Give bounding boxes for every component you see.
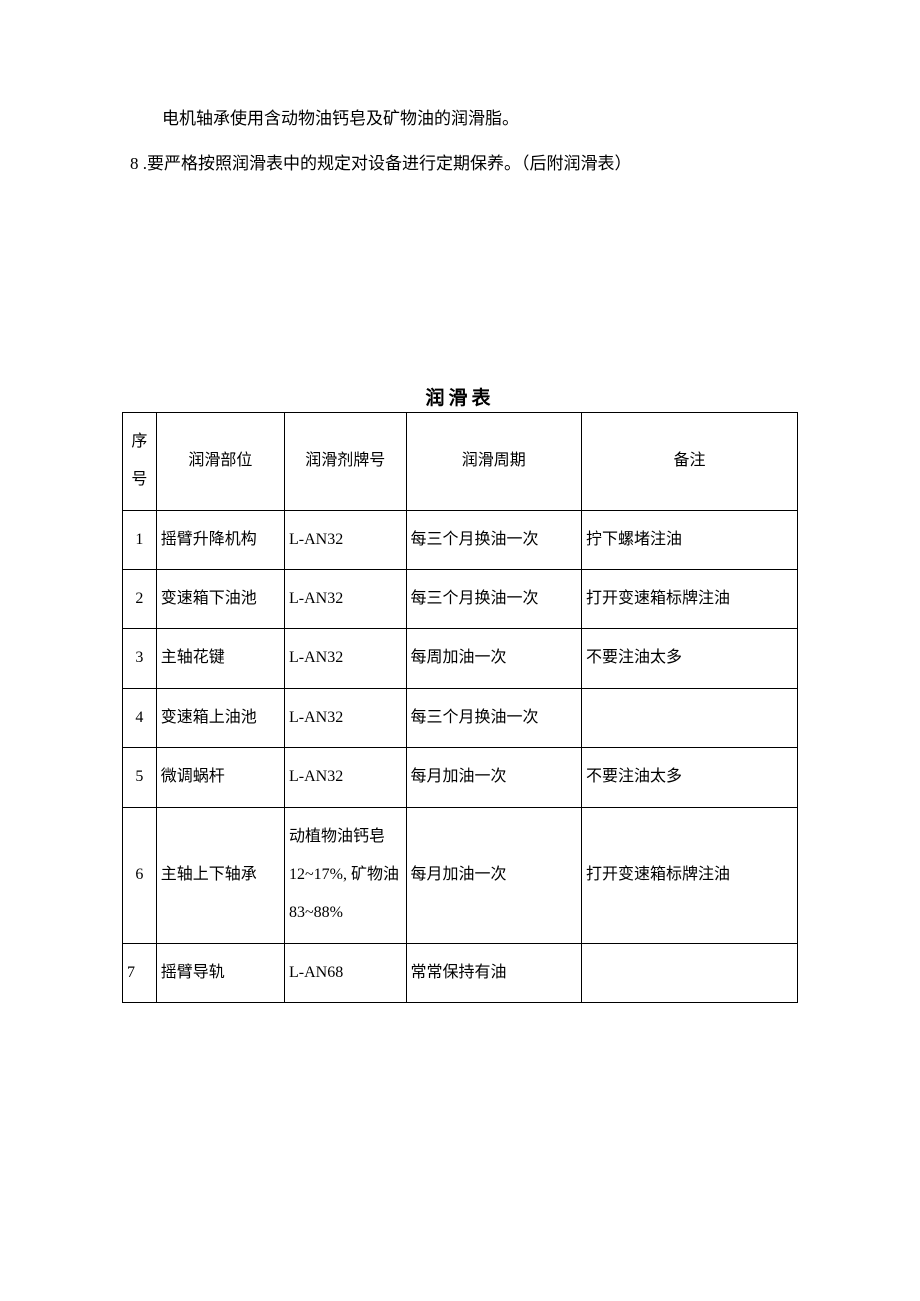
cell-part: 变速箱上油池	[156, 688, 284, 747]
cell-part: 摇臂升降机构	[156, 510, 284, 569]
table-row: 5 微调蜗杆 L-AN32 每月加油一次 不要注油太多	[123, 748, 798, 807]
cell-brand: L-AN32	[285, 569, 407, 628]
cell-seq: 7	[123, 943, 157, 1002]
cell-seq: 1	[123, 510, 157, 569]
cell-remark: 打开变速箱标牌注油	[582, 569, 798, 628]
item-number: 8	[130, 154, 139, 173]
table-title: 润滑表	[122, 383, 798, 410]
cell-part: 变速箱下油池	[156, 569, 284, 628]
cell-part: 主轴上下轴承	[156, 807, 284, 943]
cell-seq: 5	[123, 748, 157, 807]
header-remark: 备注	[582, 412, 798, 510]
cell-part: 微调蜗杆	[156, 748, 284, 807]
cell-period: 每月加油一次	[406, 807, 582, 943]
cell-remark	[582, 688, 798, 747]
paragraph-motor-bearing: 电机轴承使用含动物油钙皂及矿物油的润滑脂。	[122, 100, 798, 137]
item-text: .要严格按照润滑表中的规定对设备进行定期保养。（后附润滑表）	[139, 154, 632, 173]
lubrication-table: 序号 润滑部位 润滑剂牌号 润滑周期 备注 1 摇臂升降机构 L-AN32 每三…	[122, 412, 798, 1003]
cell-remark: 打开变速箱标牌注油	[582, 807, 798, 943]
cell-brand: L-AN32	[285, 629, 407, 688]
cell-remark: 拧下螺堵注油	[582, 510, 798, 569]
cell-brand: L-AN32	[285, 688, 407, 747]
header-brand: 润滑剂牌号	[285, 412, 407, 510]
table-row: 1 摇臂升降机构 L-AN32 每三个月换油一次 拧下螺堵注油	[123, 510, 798, 569]
header-seq: 序号	[123, 412, 157, 510]
cell-period: 每三个月换油一次	[406, 569, 582, 628]
cell-seq: 3	[123, 629, 157, 688]
cell-period: 每三个月换油一次	[406, 688, 582, 747]
table-row: 7 摇臂导轨 L-AN68 常常保持有油	[123, 943, 798, 1002]
cell-brand: L-AN32	[285, 748, 407, 807]
table-header-row: 序号 润滑部位 润滑剂牌号 润滑周期 备注	[123, 412, 798, 510]
cell-period: 每周加油一次	[406, 629, 582, 688]
cell-part: 摇臂导轨	[156, 943, 284, 1002]
cell-brand: L-AN32	[285, 510, 407, 569]
cell-period: 每月加油一次	[406, 748, 582, 807]
cell-period: 每三个月换油一次	[406, 510, 582, 569]
cell-brand: 动植物油钙皂 12~17%, 矿物油 83~88%	[285, 807, 407, 943]
cell-seq: 4	[123, 688, 157, 747]
header-part: 润滑部位	[156, 412, 284, 510]
table-row: 2 变速箱下油池 L-AN32 每三个月换油一次 打开变速箱标牌注油	[123, 569, 798, 628]
cell-seq: 2	[123, 569, 157, 628]
cell-part: 主轴花键	[156, 629, 284, 688]
table-row: 3 主轴花键 L-AN32 每周加油一次 不要注油太多	[123, 629, 798, 688]
cell-remark	[582, 943, 798, 1002]
table-row: 6 主轴上下轴承 动植物油钙皂 12~17%, 矿物油 83~88% 每月加油一…	[123, 807, 798, 943]
table-row: 4 变速箱上油池 L-AN32 每三个月换油一次	[123, 688, 798, 747]
paragraph-maintenance-rule: 8 .要严格按照润滑表中的规定对设备进行定期保养。（后附润滑表）	[122, 145, 798, 182]
cell-period: 常常保持有油	[406, 943, 582, 1002]
header-period: 润滑周期	[406, 412, 582, 510]
cell-remark: 不要注油太多	[582, 629, 798, 688]
cell-brand: L-AN68	[285, 943, 407, 1002]
cell-remark: 不要注油太多	[582, 748, 798, 807]
cell-seq: 6	[123, 807, 157, 943]
